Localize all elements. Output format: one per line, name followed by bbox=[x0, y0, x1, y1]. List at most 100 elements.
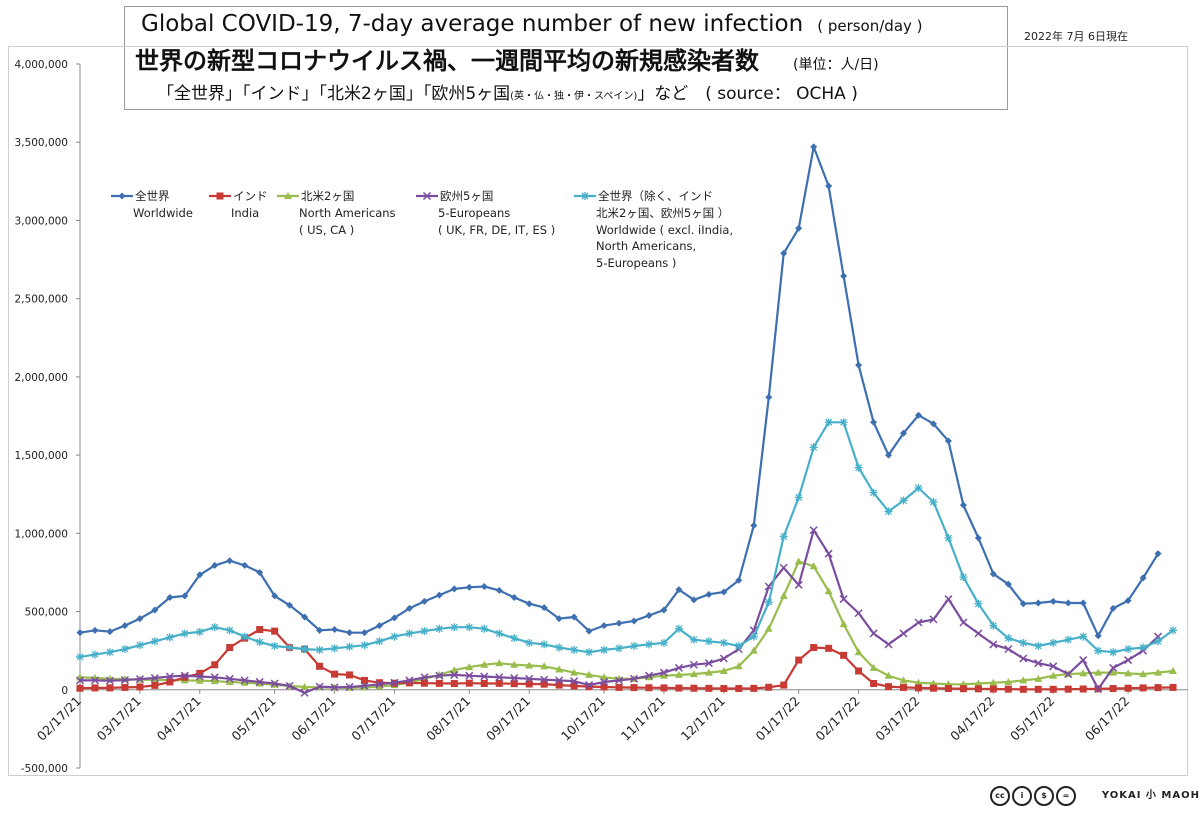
data-point-worldwide bbox=[1064, 599, 1072, 607]
data-point-worldwide-excl bbox=[839, 418, 848, 427]
data-point-worldwide-excl bbox=[240, 632, 249, 641]
data-point-north-americans bbox=[600, 673, 609, 681]
legend-label-ja: 全世界 bbox=[135, 189, 170, 203]
data-point-india bbox=[331, 670, 339, 678]
data-point-europeans bbox=[450, 670, 459, 679]
data-point-worldwide bbox=[989, 570, 997, 578]
data-point-north-americans bbox=[749, 646, 758, 654]
data-point-europeans bbox=[210, 673, 219, 682]
legend-label-en: ( UK, FR, DE, IT, ES ) bbox=[438, 223, 555, 237]
data-point-north-americans bbox=[914, 678, 923, 686]
data-point-india bbox=[465, 679, 473, 687]
data-point-worldwide-excl bbox=[570, 645, 579, 654]
data-point-europeans bbox=[315, 682, 324, 691]
data-point-worldwide-excl bbox=[435, 624, 444, 633]
data-point-india bbox=[360, 676, 368, 684]
x-tick-label: 03/17/21 bbox=[94, 693, 144, 743]
data-point-worldwide-excl bbox=[689, 635, 698, 644]
data-point-india bbox=[540, 680, 548, 688]
data-point-worldwide-excl bbox=[150, 637, 159, 646]
data-point-worldwide bbox=[1124, 597, 1132, 605]
data-point-worldwide bbox=[540, 604, 548, 612]
data-point-india bbox=[675, 684, 683, 692]
data-point-north-americans bbox=[764, 624, 773, 632]
data-point-india bbox=[660, 684, 668, 692]
data-point-india bbox=[570, 682, 578, 690]
y-tick-label: 2,500,000 bbox=[15, 294, 68, 306]
data-point-worldwide bbox=[810, 143, 818, 151]
data-point-north-americans bbox=[884, 671, 893, 679]
data-point-india bbox=[914, 684, 922, 692]
data-point-worldwide-excl bbox=[989, 621, 998, 630]
x-tick-label: 05/17/22 bbox=[1007, 693, 1057, 743]
data-point-worldwide-excl bbox=[510, 634, 519, 643]
data-point-worldwide bbox=[151, 606, 159, 614]
data-point-india bbox=[136, 683, 144, 691]
legend-marker-worldwide-excl bbox=[581, 192, 589, 200]
data-point-worldwide-excl bbox=[1139, 643, 1148, 652]
x-tick-label: 04/17/22 bbox=[947, 693, 997, 743]
data-point-worldwide bbox=[735, 576, 743, 584]
data-point-worldwide bbox=[900, 429, 908, 437]
title-box: Global COVID-19, 7-day average number of… bbox=[124, 6, 1008, 110]
data-point-worldwide-excl bbox=[105, 648, 114, 657]
x-tick-label: 09/17/21 bbox=[483, 693, 533, 743]
data-point-north-americans bbox=[794, 557, 803, 565]
data-point-europeans bbox=[375, 680, 384, 689]
data-point-india bbox=[615, 683, 623, 691]
legend-label-en: North Americans, bbox=[596, 239, 696, 253]
data-point-north-americans bbox=[974, 679, 983, 687]
data-point-india bbox=[735, 685, 743, 693]
data-point-worldwide bbox=[615, 619, 623, 627]
data-point-europeans bbox=[585, 681, 594, 690]
data-point-india bbox=[1169, 683, 1177, 691]
data-point-india bbox=[705, 684, 713, 692]
data-point-europeans bbox=[165, 672, 174, 681]
data-point-worldwide bbox=[480, 583, 488, 591]
data-point-worldwide-excl bbox=[674, 624, 683, 633]
data-point-europeans bbox=[405, 676, 414, 685]
data-point-worldwide bbox=[914, 411, 922, 419]
data-point-europeans bbox=[929, 615, 938, 624]
data-point-worldwide-excl bbox=[1019, 638, 1028, 647]
data-point-north-americans bbox=[689, 670, 698, 678]
data-point-india bbox=[106, 684, 114, 692]
x-tick-label: 05/17/21 bbox=[228, 693, 278, 743]
legend-label-ja: 北米2ヶ国 bbox=[301, 189, 354, 203]
y-tick-label: 3,000,000 bbox=[15, 215, 68, 227]
data-point-india bbox=[226, 644, 234, 652]
data-point-worldwide-excl bbox=[630, 641, 638, 650]
data-point-europeans bbox=[674, 663, 683, 672]
data-point-north-americans bbox=[1169, 667, 1178, 675]
data-point-worldwide-excl bbox=[1094, 646, 1103, 655]
data-point-europeans bbox=[255, 677, 264, 686]
data-point-north-americans bbox=[854, 648, 863, 656]
data-point-worldwide-excl bbox=[450, 623, 459, 632]
data-point-worldwide bbox=[974, 534, 982, 542]
data-point-india bbox=[495, 679, 503, 687]
data-point-europeans bbox=[1019, 654, 1028, 663]
data-point-worldwide-excl bbox=[165, 633, 174, 642]
data-point-worldwide bbox=[1004, 580, 1012, 588]
data-point-worldwide bbox=[630, 617, 638, 625]
data-point-india bbox=[1124, 684, 1132, 692]
data-point-worldwide-excl bbox=[420, 627, 429, 636]
data-point-europeans bbox=[1034, 659, 1043, 668]
data-point-north-americans bbox=[585, 670, 594, 678]
data-point-worldwide bbox=[450, 585, 458, 593]
x-tick-label: 12/17/21 bbox=[678, 693, 728, 743]
data-point-europeans bbox=[525, 674, 534, 683]
data-point-india bbox=[1154, 684, 1162, 692]
data-point-europeans bbox=[120, 676, 129, 685]
data-point-north-americans bbox=[240, 678, 249, 686]
data-point-worldwide bbox=[331, 626, 339, 634]
data-point-india bbox=[840, 651, 848, 659]
data-point-worldwide bbox=[600, 622, 608, 630]
data-point-worldwide bbox=[241, 561, 249, 569]
data-point-india bbox=[885, 683, 893, 691]
data-point-india bbox=[870, 680, 878, 688]
legend-label-en: Worldwide ( excl. iIndia, bbox=[596, 223, 733, 237]
data-point-india bbox=[855, 667, 863, 675]
data-point-worldwide bbox=[795, 224, 803, 232]
data-point-worldwide bbox=[720, 588, 728, 596]
